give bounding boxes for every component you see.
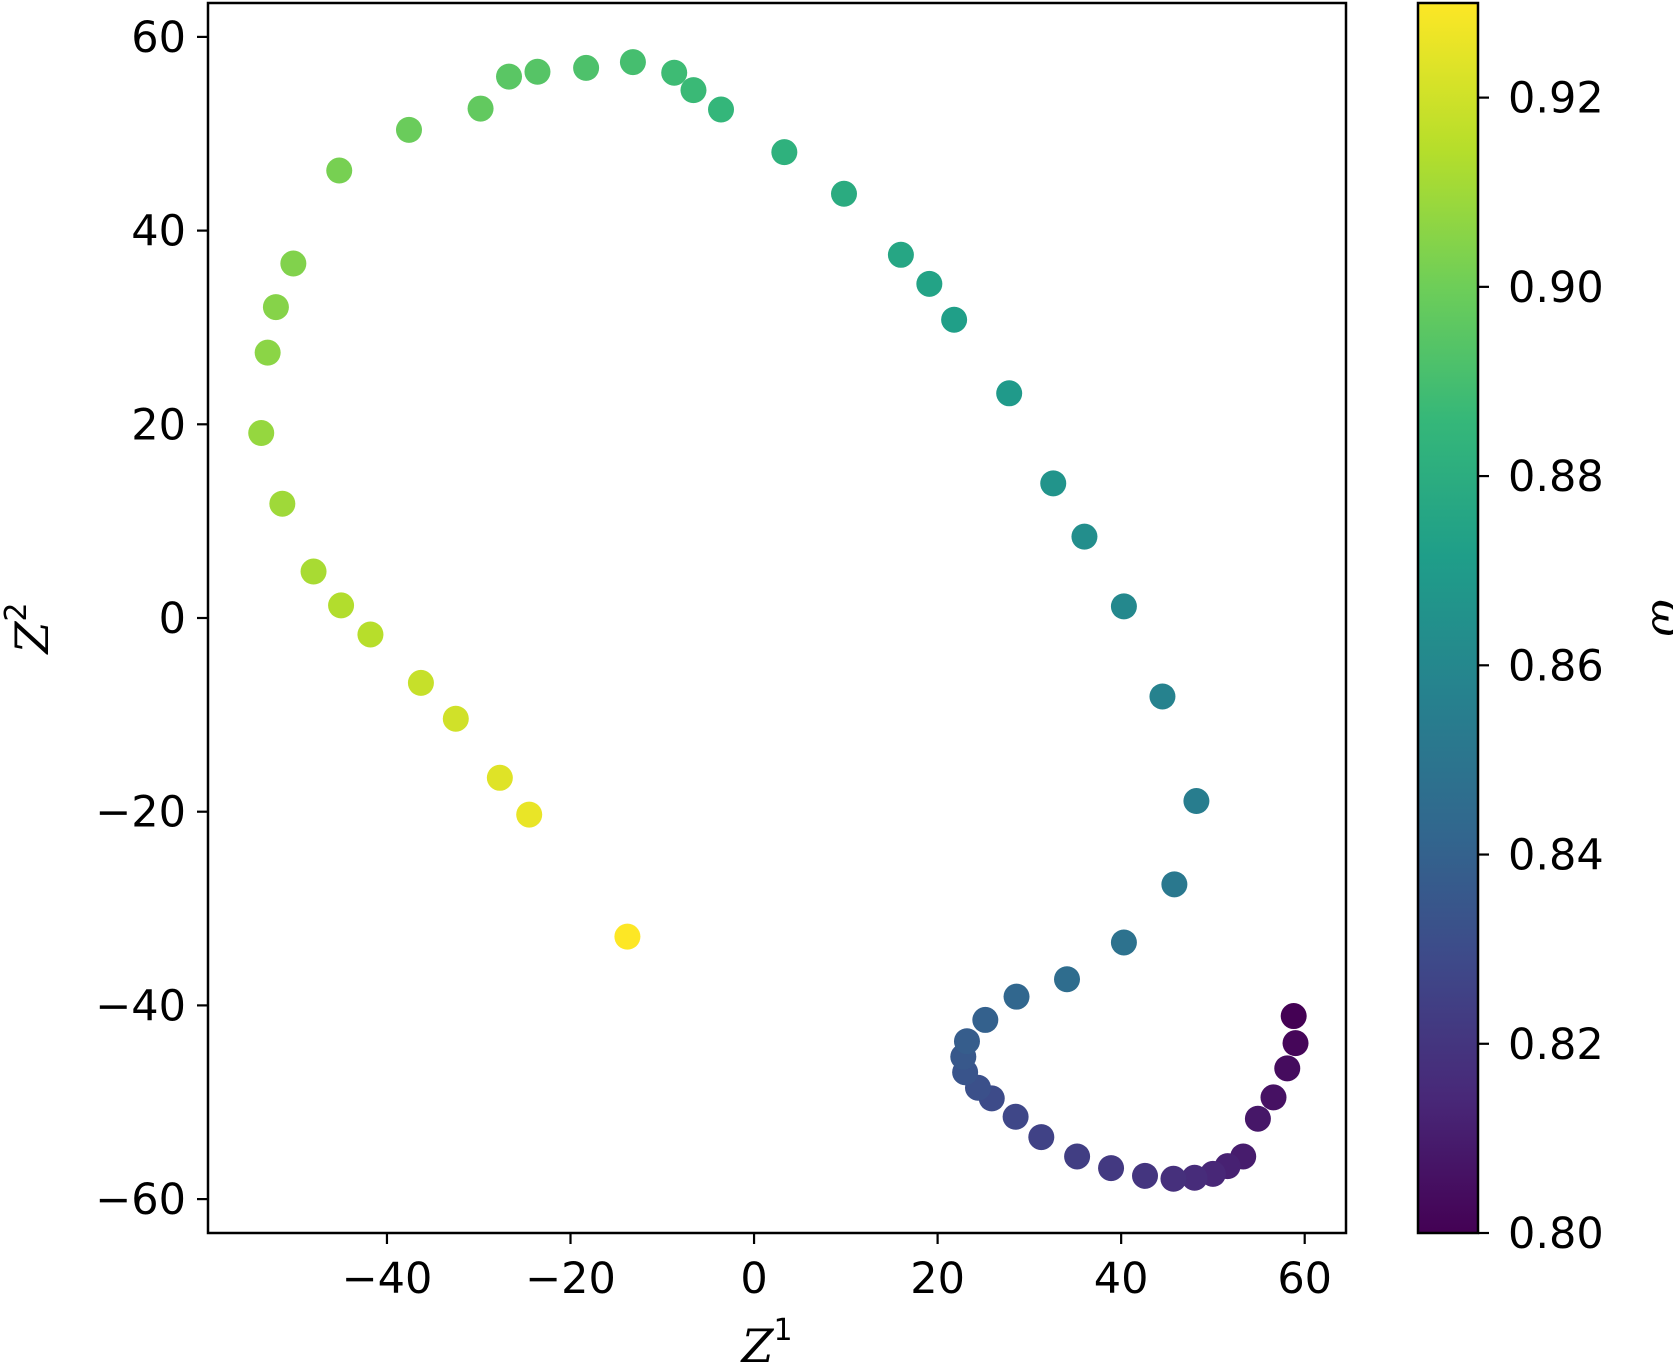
points-layer — [248, 49, 1309, 1192]
scatter-point-39 — [619, 49, 646, 76]
scatter-point-33 — [887, 241, 914, 268]
scatter-point-10 — [1132, 1162, 1159, 1189]
x-tick-label: −20 — [525, 1254, 616, 1304]
colorbar-tick-label: 0.82 — [1508, 1020, 1604, 1070]
scatter-point-43 — [467, 95, 494, 122]
scatter-point-28 — [1071, 523, 1098, 550]
colorbar-border — [1416, 1, 1480, 1235]
y-tick-label: 20 — [131, 400, 186, 450]
scatter-point-35 — [771, 139, 798, 166]
scatter-point-48 — [254, 339, 281, 366]
scatter-point-1 — [1282, 1030, 1309, 1057]
scatter-point-4 — [1244, 1105, 1271, 1132]
scatter-point-26 — [1149, 683, 1176, 710]
scatter-point-9 — [1160, 1165, 1187, 1192]
scatter-point-11 — [1098, 1155, 1125, 1182]
plot-area-border — [206, 1, 1348, 1235]
scatter-point-20 — [972, 1006, 999, 1033]
scatter-point-55 — [442, 705, 469, 732]
x-tick-label: −40 — [342, 1254, 433, 1304]
scatter-point-2 — [1274, 1055, 1301, 1082]
y-tick-label: 60 — [131, 13, 186, 63]
scatter-point-31 — [941, 306, 968, 333]
scatter-point-56 — [486, 764, 513, 791]
scatter-point-21 — [1003, 983, 1030, 1010]
scatter-point-50 — [269, 490, 296, 517]
y-tick-label: 40 — [131, 207, 186, 257]
colorbar-tick-label: 0.86 — [1508, 641, 1604, 691]
scatter-point-44 — [395, 116, 422, 143]
scatter-point-8 — [1181, 1164, 1208, 1191]
scatter-point-34 — [830, 180, 857, 207]
x-axis-label: Z1 — [739, 1313, 792, 1365]
scatter-point-13 — [1028, 1124, 1055, 1151]
scatter-point-42 — [496, 63, 523, 90]
colorbar-gradient — [1418, 3, 1478, 1233]
colorbar-tick-label: 0.88 — [1508, 452, 1604, 502]
scatter-point-40 — [573, 54, 600, 81]
scatter-point-19 — [953, 1028, 980, 1055]
scatter-point-30 — [996, 380, 1023, 407]
scatter-point-57 — [516, 801, 543, 828]
colorbar-tick-label: 0.80 — [1508, 1209, 1604, 1259]
colorbar-tick-label: 0.90 — [1508, 263, 1604, 313]
y-tick-label: −20 — [95, 788, 186, 838]
scatter-point-36 — [708, 96, 735, 123]
axes-layer: −40 −20 0 20 40 60 −60 −40 −20 0 20 40 60 Z1 Z2 — [0, 13, 1332, 1365]
x-tick-label: 0 — [740, 1254, 767, 1304]
colorbar-label: ω — [1641, 599, 1673, 637]
y-tick-label: 0 — [159, 594, 186, 644]
x-tick-label: 60 — [1277, 1254, 1332, 1304]
scatter-point-38 — [661, 59, 688, 86]
scatter-point-32 — [916, 270, 943, 297]
x-tick-label: 20 — [910, 1254, 965, 1304]
scatter-point-37 — [680, 77, 707, 104]
scatter-point-41 — [524, 58, 551, 85]
scatter-point-58 — [614, 923, 641, 950]
scatter-point-3 — [1260, 1084, 1287, 1111]
scatter-point-46 — [280, 250, 307, 277]
scatter-point-27 — [1110, 593, 1137, 620]
scatter-point-14 — [1002, 1103, 1029, 1130]
scatter-point-23 — [1110, 929, 1137, 956]
y-tick-label: −40 — [95, 981, 186, 1031]
scatter-point-0 — [1280, 1003, 1307, 1030]
y-axis-label: Z2 — [0, 602, 59, 655]
scatter-point-22 — [1054, 966, 1081, 993]
scatter-point-12 — [1064, 1143, 1091, 1170]
plot-frame — [206, 1, 1348, 1235]
colorbar: 0.80 0.82 0.84 0.86 0.88 0.90 0.92 ω — [1416, 1, 1673, 1259]
scatter-point-29 — [1040, 470, 1067, 497]
scatter-point-49 — [248, 420, 275, 447]
scatter-point-53 — [357, 621, 384, 648]
x-tick-label: 40 — [1094, 1254, 1149, 1304]
scatter-point-52 — [328, 592, 355, 619]
scatter-point-45 — [326, 157, 353, 184]
scatter-point-51 — [300, 558, 327, 585]
scatter-point-54 — [407, 669, 434, 696]
scatter-point-47 — [262, 294, 289, 321]
scatter-point-24 — [1161, 871, 1188, 898]
colorbar-tick-label: 0.92 — [1508, 74, 1604, 124]
scatter-point-25 — [1183, 788, 1210, 815]
colorbar-tick-label: 0.84 — [1508, 831, 1604, 881]
y-tick-label: −60 — [95, 1175, 186, 1225]
